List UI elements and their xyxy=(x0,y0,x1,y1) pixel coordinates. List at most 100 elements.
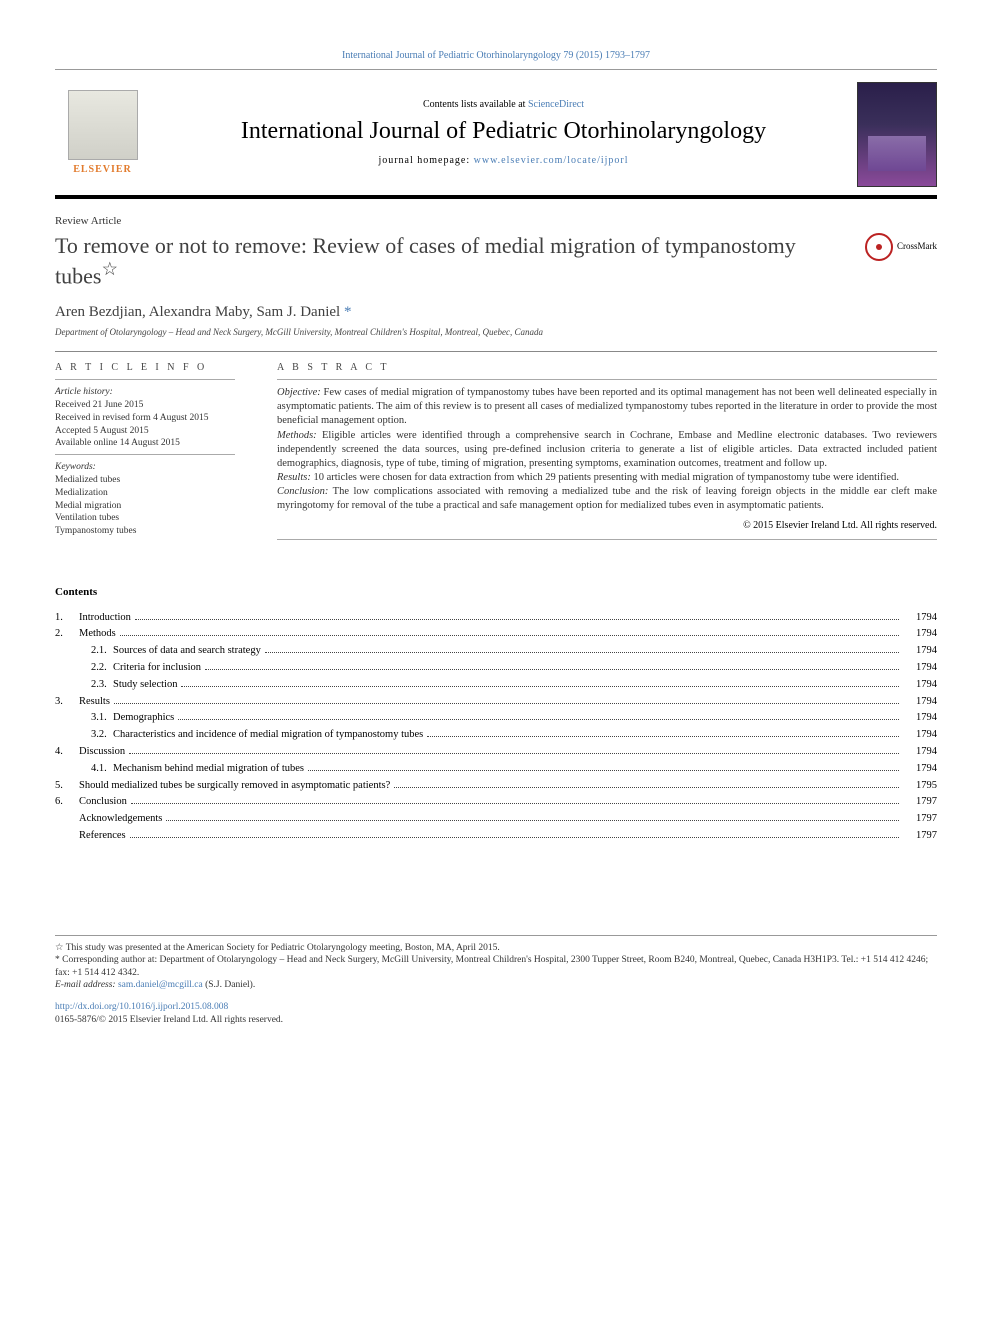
toc-row[interactable]: 5.Should medialized tubes be surgically … xyxy=(55,778,937,795)
toc-label: Should medialized tubes be surgically re… xyxy=(79,778,390,795)
toc-page: 1794 xyxy=(903,610,937,627)
footnote-corresponding: * Corresponding author at: Department of… xyxy=(55,954,937,979)
toc-row[interactable]: 2.3.Study selection 1794 xyxy=(55,677,937,694)
table-of-contents: 1.Introduction17942.Methods17942.1.Sourc… xyxy=(55,610,937,845)
toc-number: 6. xyxy=(55,794,79,811)
toc-label: Introduction xyxy=(79,610,131,627)
divider xyxy=(55,351,937,352)
toc-label: Results xyxy=(79,694,110,711)
toc-label: References xyxy=(79,828,126,845)
journal-homepage-line: journal homepage: www.elsevier.com/locat… xyxy=(378,155,628,166)
toc-label: Study selection xyxy=(113,677,177,694)
toc-row[interactable]: 2.1.Sources of data and search strategy1… xyxy=(55,643,937,660)
toc-page: 1797 xyxy=(903,828,937,845)
footnotes: ☆ This study was presented at the Americ… xyxy=(55,935,937,1026)
publisher-name: ELSEVIER xyxy=(73,164,132,175)
keywords-label: Keywords: xyxy=(55,462,96,472)
journal-name: International Journal of Pediatric Otorh… xyxy=(241,118,766,144)
toc-dots xyxy=(394,787,899,788)
toc-page: 1795 xyxy=(903,778,937,795)
toc-page: 1794 xyxy=(903,660,937,677)
toc-dots xyxy=(120,635,899,636)
journal-cover-thumbnail xyxy=(857,82,937,187)
toc-row[interactable]: 2.2.Criteria for inclusion 1794 xyxy=(55,660,937,677)
keywords-block: Keywords: Medialized tubes Medialization… xyxy=(55,461,255,538)
title-note-mark: ☆ xyxy=(101,259,117,279)
toc-row[interactable]: 2.Methods 1794 xyxy=(55,626,937,643)
toc-page: 1794 xyxy=(903,761,937,778)
toc-number: 5. xyxy=(55,778,79,795)
objective-text: Few cases of medial migration of tympano… xyxy=(277,387,937,426)
email-link[interactable]: sam.daniel@mcgill.ca xyxy=(118,980,203,990)
toc-dots xyxy=(181,686,899,687)
toc-label: Mechanism behind medial migration of tub… xyxy=(113,761,304,778)
toc-subnumber: 2.1. xyxy=(79,643,113,660)
doi-line: http://dx.doi.org/10.1016/j.ijporl.2015.… xyxy=(55,1001,937,1013)
toc-page: 1794 xyxy=(903,626,937,643)
corresponding-star: * xyxy=(344,304,352,320)
toc-dots xyxy=(205,669,899,670)
toc-subnumber: 2.3. xyxy=(79,677,113,694)
email-suffix: (S.J. Daniel). xyxy=(203,980,256,990)
methods-text: Eligible articles were identified throug… xyxy=(277,430,937,469)
title-text: To remove or not to remove: Review of ca… xyxy=(55,233,796,289)
abstract-column: A B S T R A C T Objective: Few cases of … xyxy=(277,362,937,546)
homepage-prefix: journal homepage: xyxy=(378,155,473,166)
history-label: Article history: xyxy=(55,387,113,397)
toc-label: Criteria for inclusion xyxy=(113,660,201,677)
header-center: Contents lists available at ScienceDirec… xyxy=(150,70,857,195)
crossmark-icon[interactable] xyxy=(865,233,893,261)
toc-row[interactable]: 3.2.Characteristics and incidence of med… xyxy=(55,727,937,744)
homepage-link[interactable]: www.elsevier.com/locate/ijporl xyxy=(474,155,629,166)
history-line: Received in revised form 4 August 2015 xyxy=(55,413,209,423)
info-divider xyxy=(55,454,235,455)
affiliation: Department of Otolaryngology – Head and … xyxy=(55,327,937,337)
toc-subnumber: 3.1. xyxy=(79,710,113,727)
toc-subnumber: 2.2. xyxy=(79,660,113,677)
toc-page: 1794 xyxy=(903,677,937,694)
toc-dots xyxy=(265,652,899,653)
toc-row[interactable]: 1.Introduction1794 xyxy=(55,610,937,627)
article-info-heading: A R T I C L E I N F O xyxy=(55,362,255,373)
publisher-logo: ELSEVIER xyxy=(55,70,150,195)
toc-row[interactable]: 4.1.Mechanism behind medial migration of… xyxy=(55,761,937,778)
crossmark-label: CrossMark xyxy=(897,241,937,251)
toc-label: Characteristics and incidence of medial … xyxy=(113,727,423,744)
toc-row[interactable]: 3.1.Demographics1794 xyxy=(55,710,937,727)
authors-text: Aren Bezdjian, Alexandra Maby, Sam J. Da… xyxy=(55,304,340,320)
header-citation: International Journal of Pediatric Otorh… xyxy=(55,50,937,61)
page-container: International Journal of Pediatric Otorh… xyxy=(0,0,992,1066)
toc-number: 4. xyxy=(55,744,79,761)
contents-heading: Contents xyxy=(55,586,937,598)
toc-row[interactable]: 6.Conclusion1797 xyxy=(55,794,937,811)
keyword: Medial migration xyxy=(55,501,121,511)
toc-page: 1794 xyxy=(903,727,937,744)
toc-label: Acknowledgements xyxy=(79,811,162,828)
toc-subnumber: 4.1. xyxy=(79,761,113,778)
toc-row[interactable]: References 1797 xyxy=(55,828,937,845)
title-row: To remove or not to remove: Review of ca… xyxy=(55,233,937,290)
sciencedirect-link[interactable]: ScienceDirect xyxy=(528,99,584,110)
toc-page: 1794 xyxy=(903,694,937,711)
toc-subnumber: 3.2. xyxy=(79,727,113,744)
toc-number: 2. xyxy=(55,626,79,643)
toc-page: 1797 xyxy=(903,811,937,828)
toc-dots xyxy=(308,770,899,771)
footnote-email: E-mail address: sam.daniel@mcgill.ca (S.… xyxy=(55,979,937,991)
footnote-divider xyxy=(55,935,937,936)
abstract-copyright: © 2015 Elsevier Ireland Ltd. All rights … xyxy=(277,520,937,531)
toc-label: Sources of data and search strategy xyxy=(113,643,261,660)
results-label: Results: xyxy=(277,472,311,483)
contents-available-line: Contents lists available at ScienceDirec… xyxy=(423,99,584,110)
conclusion-text: The low complications associated with re… xyxy=(277,486,937,511)
doi-link[interactable]: http://dx.doi.org/10.1016/j.ijporl.2015.… xyxy=(55,1002,228,1012)
history-line: Accepted 5 August 2015 xyxy=(55,426,149,436)
toc-dots xyxy=(178,719,899,720)
toc-row[interactable]: Acknowledgements 1797 xyxy=(55,811,937,828)
contents-prefix: Contents lists available at xyxy=(423,99,528,110)
toc-dots xyxy=(131,803,899,804)
abstract-divider-bottom xyxy=(277,539,937,540)
toc-label: Methods xyxy=(79,626,116,643)
toc-row[interactable]: 3.Results1794 xyxy=(55,694,937,711)
toc-row[interactable]: 4.Discussion1794 xyxy=(55,744,937,761)
